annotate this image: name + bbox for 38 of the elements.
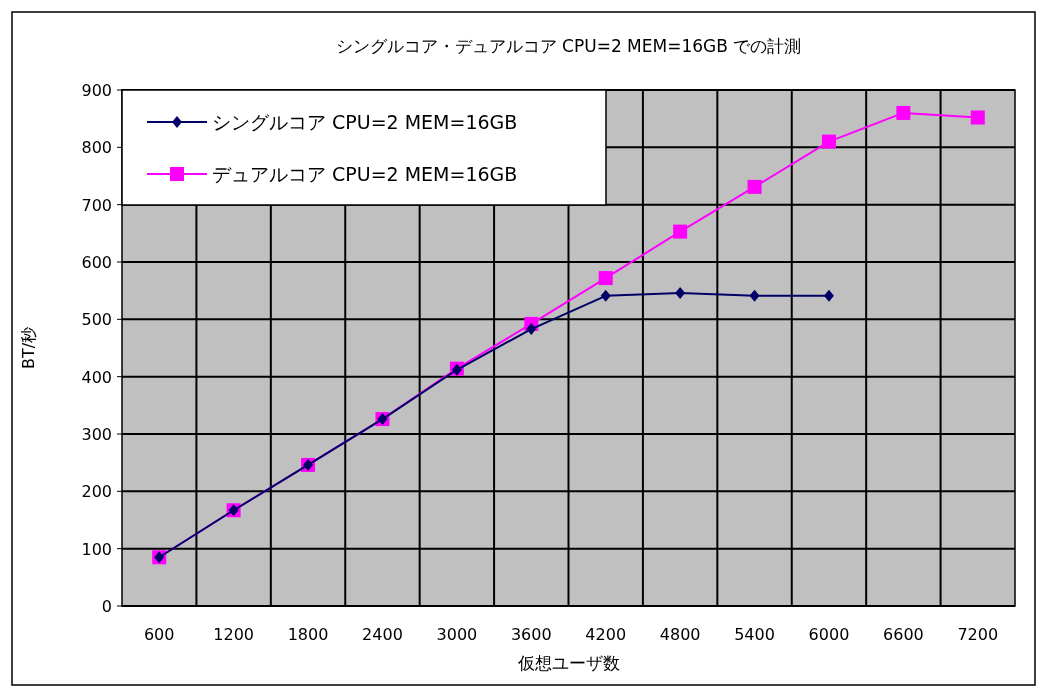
point bbox=[675, 286, 686, 299]
x-tick-label: 4200 bbox=[585, 625, 627, 644]
point bbox=[747, 179, 762, 194]
x-tick-label: 1200 bbox=[213, 625, 254, 644]
legend-label: デュアルコア CPU=2 MEM=16GB bbox=[212, 163, 518, 185]
x-tick-label: 3000 bbox=[436, 625, 478, 644]
y-tick-label: 0 bbox=[101, 597, 112, 616]
y-tick-label: 700 bbox=[81, 195, 112, 215]
y-tick-label: 100 bbox=[81, 539, 112, 559]
x-tick-label: 6000 bbox=[808, 625, 850, 644]
x-tick-label: 1800 bbox=[287, 625, 329, 644]
chart-title: シングルコア・デュアルコア CPU=2 MEM=16GB での計測 bbox=[335, 36, 802, 56]
y-tick-label: 600 bbox=[81, 253, 112, 272]
y-tick-label: 800 bbox=[81, 138, 112, 158]
point bbox=[673, 224, 688, 239]
y-tick-label: 200 bbox=[81, 482, 112, 502]
y-tick-label: 500 bbox=[81, 310, 112, 330]
x-tick-label: 600 bbox=[143, 625, 175, 644]
x-tick-label: 7200 bbox=[957, 625, 999, 644]
point bbox=[896, 105, 911, 120]
y-tick-label: 900 bbox=[81, 81, 112, 100]
point bbox=[823, 289, 834, 302]
y-tick-label: 300 bbox=[81, 425, 112, 444]
legend-label: シングルコア CPU=2 MEM=16GB bbox=[212, 111, 518, 133]
y-tick-label: 400 bbox=[81, 367, 112, 387]
x-tick-label: 2400 bbox=[362, 625, 403, 644]
x-tick-label: 4800 bbox=[659, 625, 701, 644]
point bbox=[600, 289, 611, 302]
point bbox=[526, 323, 537, 336]
point bbox=[970, 110, 985, 125]
x-tick-label: 3600 bbox=[510, 625, 552, 644]
point bbox=[598, 271, 613, 286]
point bbox=[749, 289, 760, 302]
x-tick-label: 6600 bbox=[883, 625, 924, 644]
point bbox=[821, 134, 836, 149]
x-axis-title: 仮想ユーザ数 bbox=[516, 653, 620, 673]
x-tick-label: 5400 bbox=[734, 625, 775, 644]
y-axis-title: BT/秒 bbox=[19, 326, 38, 370]
